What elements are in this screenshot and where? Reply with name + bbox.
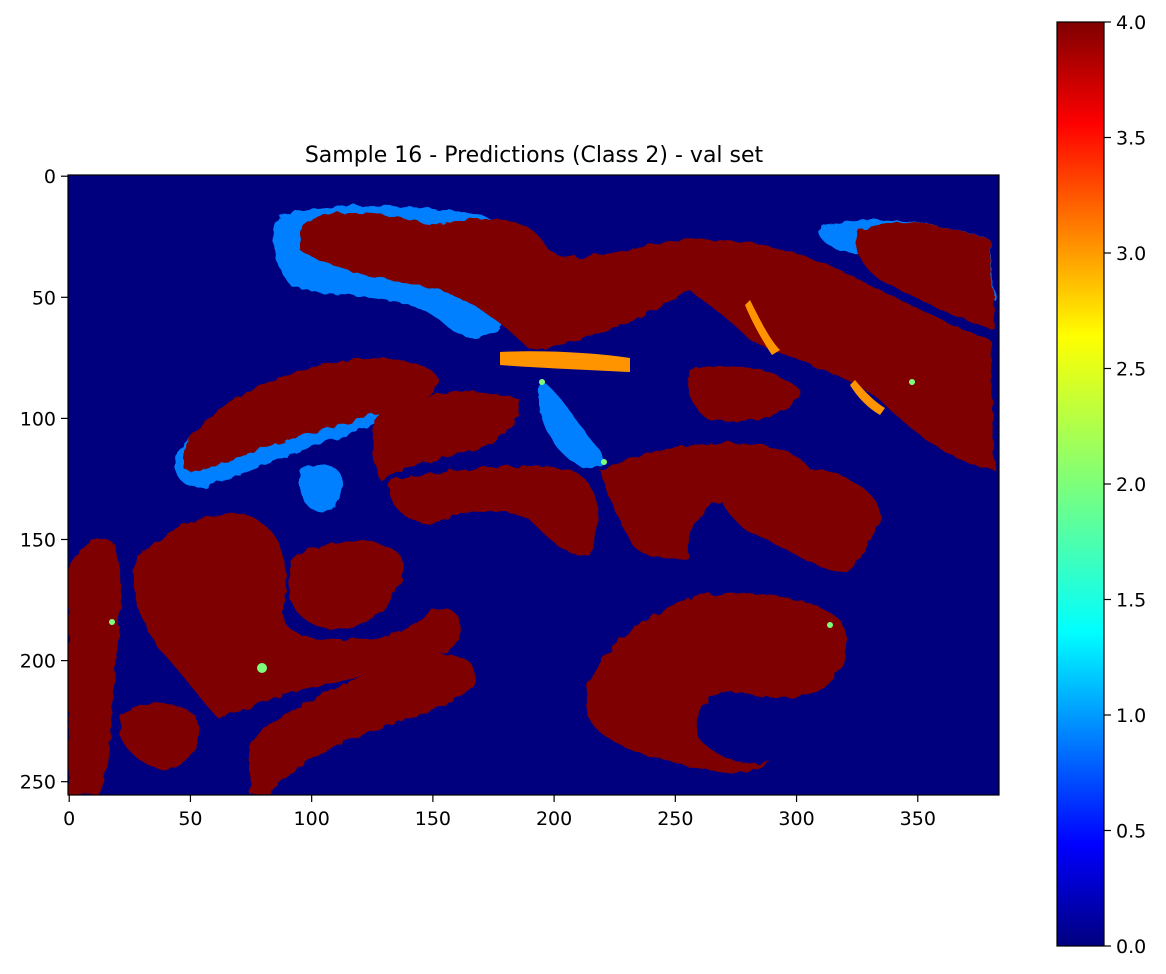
class-2-speck bbox=[109, 619, 115, 625]
tissue-region-center bbox=[372, 391, 520, 480]
colorbar bbox=[1057, 22, 1104, 946]
class-2-speck bbox=[601, 459, 607, 465]
tissue-region-bottom-left-small bbox=[120, 703, 199, 770]
colorbar-tick-label: 1.0 bbox=[1116, 705, 1146, 727]
colorbar-tick-label: 1.5 bbox=[1116, 590, 1146, 612]
tissue-region-bottom-center bbox=[586, 593, 848, 772]
x-tick-label: 0 bbox=[63, 808, 75, 830]
colorbar-tick-label: 2.5 bbox=[1116, 359, 1146, 381]
tissue-region-left-arc bbox=[185, 358, 440, 471]
x-axis: 0 50 100 150 200 250 300 350 bbox=[63, 795, 936, 830]
class-2-speck bbox=[909, 379, 915, 385]
tissue-region-left-middle bbox=[290, 540, 403, 629]
class-2-speck bbox=[257, 663, 267, 673]
x-tick-label: 350 bbox=[900, 808, 936, 830]
x-tick-label: 200 bbox=[536, 808, 572, 830]
class-3-region bbox=[500, 351, 630, 372]
class-2-speck bbox=[539, 379, 545, 385]
tissue-region-top-right bbox=[856, 222, 995, 330]
class-4-regions bbox=[68, 212, 995, 795]
colorbar-tick-label: 0.0 bbox=[1116, 936, 1146, 958]
heatmap-image bbox=[68, 175, 999, 795]
colorbar-tick-label: 2.0 bbox=[1116, 474, 1146, 496]
tissue-region-top bbox=[300, 212, 995, 470]
colorbar-tick-label: 0.5 bbox=[1116, 821, 1146, 843]
tissue-region-bottom-left bbox=[250, 654, 476, 795]
class-1-region bbox=[538, 380, 603, 469]
y-axis: 0 50 100 150 200 250 bbox=[20, 166, 68, 794]
tissue-region-left-lobe bbox=[133, 514, 461, 720]
plot-frame bbox=[67, 174, 1000, 796]
y-tick-label: 0 bbox=[44, 166, 56, 188]
x-tick-label: 150 bbox=[415, 808, 451, 830]
x-tick-label: 50 bbox=[178, 808, 202, 830]
y-tick-label: 200 bbox=[20, 651, 56, 673]
colorbar-axis: 0.0 0.5 1.0 1.5 2.0 2.5 3.0 3.5 4.0 bbox=[1104, 12, 1146, 958]
y-tick-label: 150 bbox=[20, 529, 56, 551]
x-tick-label: 250 bbox=[657, 808, 693, 830]
class-3-regions bbox=[500, 300, 885, 415]
colorbar-tick-label: 4.0 bbox=[1116, 12, 1146, 34]
class-3-region bbox=[850, 380, 885, 415]
tissue-region-far-left bbox=[68, 539, 121, 795]
x-tick-label: 300 bbox=[778, 808, 814, 830]
y-tick-label: 250 bbox=[20, 772, 56, 794]
x-tick-label: 100 bbox=[294, 808, 330, 830]
class-1-region bbox=[300, 464, 343, 513]
tissue-region-mid-band bbox=[389, 465, 599, 556]
colorbar-tick-label: 3.0 bbox=[1116, 243, 1146, 265]
tissue-region-right-lobe bbox=[688, 366, 800, 422]
class-3-region bbox=[745, 300, 780, 355]
class-2-regions bbox=[109, 379, 915, 673]
y-tick-label: 100 bbox=[20, 408, 56, 430]
tissue-region-center-right bbox=[600, 443, 813, 560]
colorbar-tick-label: 3.5 bbox=[1116, 128, 1146, 150]
y-tick-label: 50 bbox=[32, 287, 56, 309]
class-2-speck bbox=[827, 622, 833, 628]
tissue-region-right-loop bbox=[720, 469, 881, 573]
chart-title: Sample 16 - Predictions (Class 2) - val … bbox=[305, 143, 764, 168]
